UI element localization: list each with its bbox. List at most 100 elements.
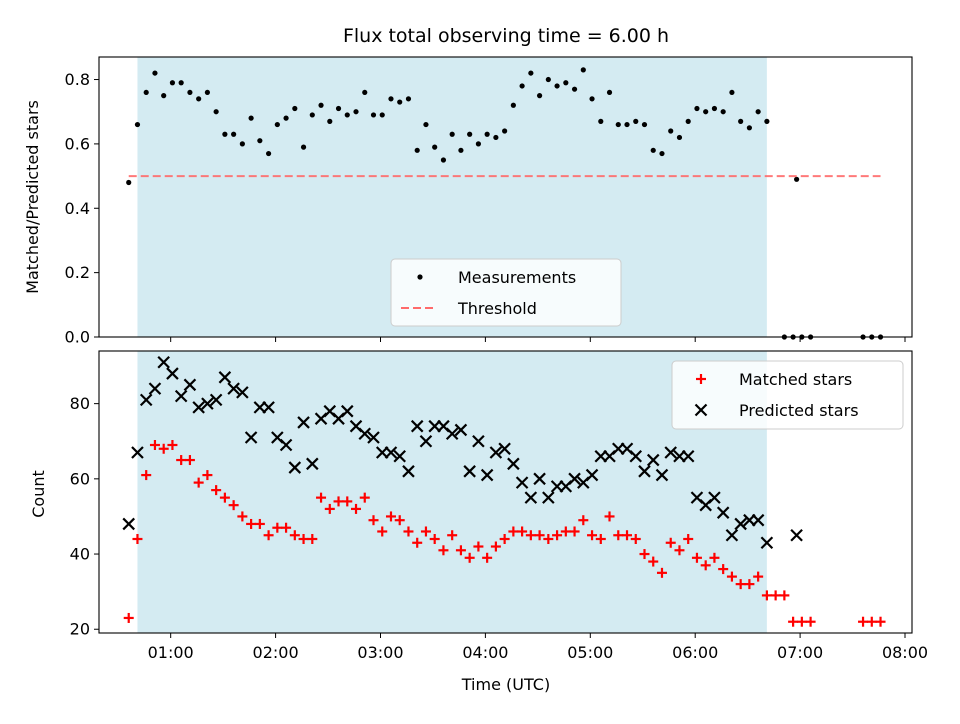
data-point [524, 491, 538, 504]
data-point [316, 492, 327, 503]
data-point [646, 453, 660, 467]
data-point [335, 105, 342, 112]
data-point [279, 438, 293, 452]
data-point [560, 526, 571, 537]
data-point [327, 118, 333, 124]
data-point [196, 96, 202, 102]
data-point [751, 513, 765, 527]
x-tick-label: 01:00 [148, 643, 194, 662]
data-point [630, 534, 641, 544]
data-point [385, 511, 396, 522]
data-point [543, 534, 554, 544]
data-point [368, 515, 379, 526]
data-point [193, 477, 204, 488]
data-point [419, 434, 433, 448]
y-tick-label: 0.2 [65, 263, 90, 282]
data-point [178, 80, 184, 86]
data-point [126, 179, 132, 186]
data-point [209, 393, 223, 407]
data-point [412, 537, 423, 548]
data-point [484, 131, 490, 137]
data-point [464, 552, 475, 563]
y-tick-label: 0.0 [65, 328, 90, 347]
data-point [463, 465, 476, 478]
count-y-axis-label: Count [29, 470, 48, 518]
data-point [219, 492, 230, 503]
data-point [353, 109, 359, 115]
data-point [393, 450, 407, 463]
x-tick-label: 05:00 [567, 643, 613, 662]
axes-frame [98, 56, 913, 338]
data-point [429, 534, 440, 544]
data-point [709, 552, 720, 563]
count-panel: 20 40 60 80 01:00 02:00 03:00 04:00 05:00 06:00 07… [29, 350, 928, 694]
y-tick-label: 60 [70, 469, 90, 488]
data-point [458, 147, 464, 153]
data-point [525, 530, 536, 541]
data-point [517, 526, 528, 537]
observing-window-band [137, 351, 767, 633]
data-point [711, 105, 718, 112]
data-point [388, 96, 394, 102]
data-point [307, 534, 318, 544]
data-point [665, 537, 676, 548]
data-point [281, 522, 292, 533]
legend-label: Measurements [458, 268, 576, 287]
data-point [554, 83, 560, 89]
data-point [755, 109, 761, 115]
data-point [534, 530, 545, 541]
data-point [681, 450, 695, 463]
data-point [257, 138, 263, 144]
data-point [131, 446, 144, 459]
data-point [423, 121, 429, 128]
data-point [866, 616, 877, 627]
x-tick-label: 06:00 [672, 643, 718, 662]
data-point [674, 545, 685, 556]
chart-title: Flux total observing time = 6.00 h [343, 25, 669, 47]
data-point [726, 571, 737, 582]
x-tick-label: 03:00 [357, 643, 403, 662]
legend-label: Predicted stars [739, 401, 859, 420]
data-point [571, 86, 578, 92]
data-point [467, 131, 473, 137]
data-point [568, 472, 581, 486]
data-point [300, 144, 307, 150]
data-point [384, 446, 398, 459]
data-point [552, 530, 563, 541]
ratio-legend: Measurements Threshold [390, 258, 622, 327]
data-point [297, 416, 310, 429]
data-point [254, 518, 265, 529]
data-point [228, 500, 239, 511]
x-tick-label: 07:00 [777, 643, 823, 662]
x-tick-label: 08:00 [882, 643, 928, 662]
data-point [718, 564, 729, 575]
data-point [794, 176, 800, 182]
y-tick-label: 0.4 [65, 199, 90, 218]
series-predicted-stars [122, 356, 803, 550]
data-point [184, 455, 195, 466]
data-point [685, 118, 691, 124]
data-point [445, 427, 459, 440]
y-tick-label: 80 [70, 394, 90, 413]
count-legend: Matched stars Predicted stars [671, 360, 904, 430]
data-point [183, 378, 197, 392]
legend-label: Matched stars [739, 370, 852, 389]
data-point [764, 118, 770, 124]
y-tick-label: 0.6 [65, 134, 90, 153]
data-point [231, 131, 237, 137]
data-point [533, 472, 546, 486]
legend-box [671, 360, 904, 430]
data-point [449, 131, 455, 137]
data-point [262, 401, 275, 414]
data-point [340, 404, 354, 418]
data-point [248, 115, 254, 121]
data-point [141, 470, 152, 481]
legend-box [390, 258, 622, 327]
data-point [585, 468, 599, 482]
data-point [615, 121, 621, 128]
data-point [139, 393, 153, 407]
data-point [377, 526, 388, 537]
legend-x-marker [694, 403, 708, 417]
data-point [283, 115, 289, 121]
data-point [659, 150, 665, 157]
